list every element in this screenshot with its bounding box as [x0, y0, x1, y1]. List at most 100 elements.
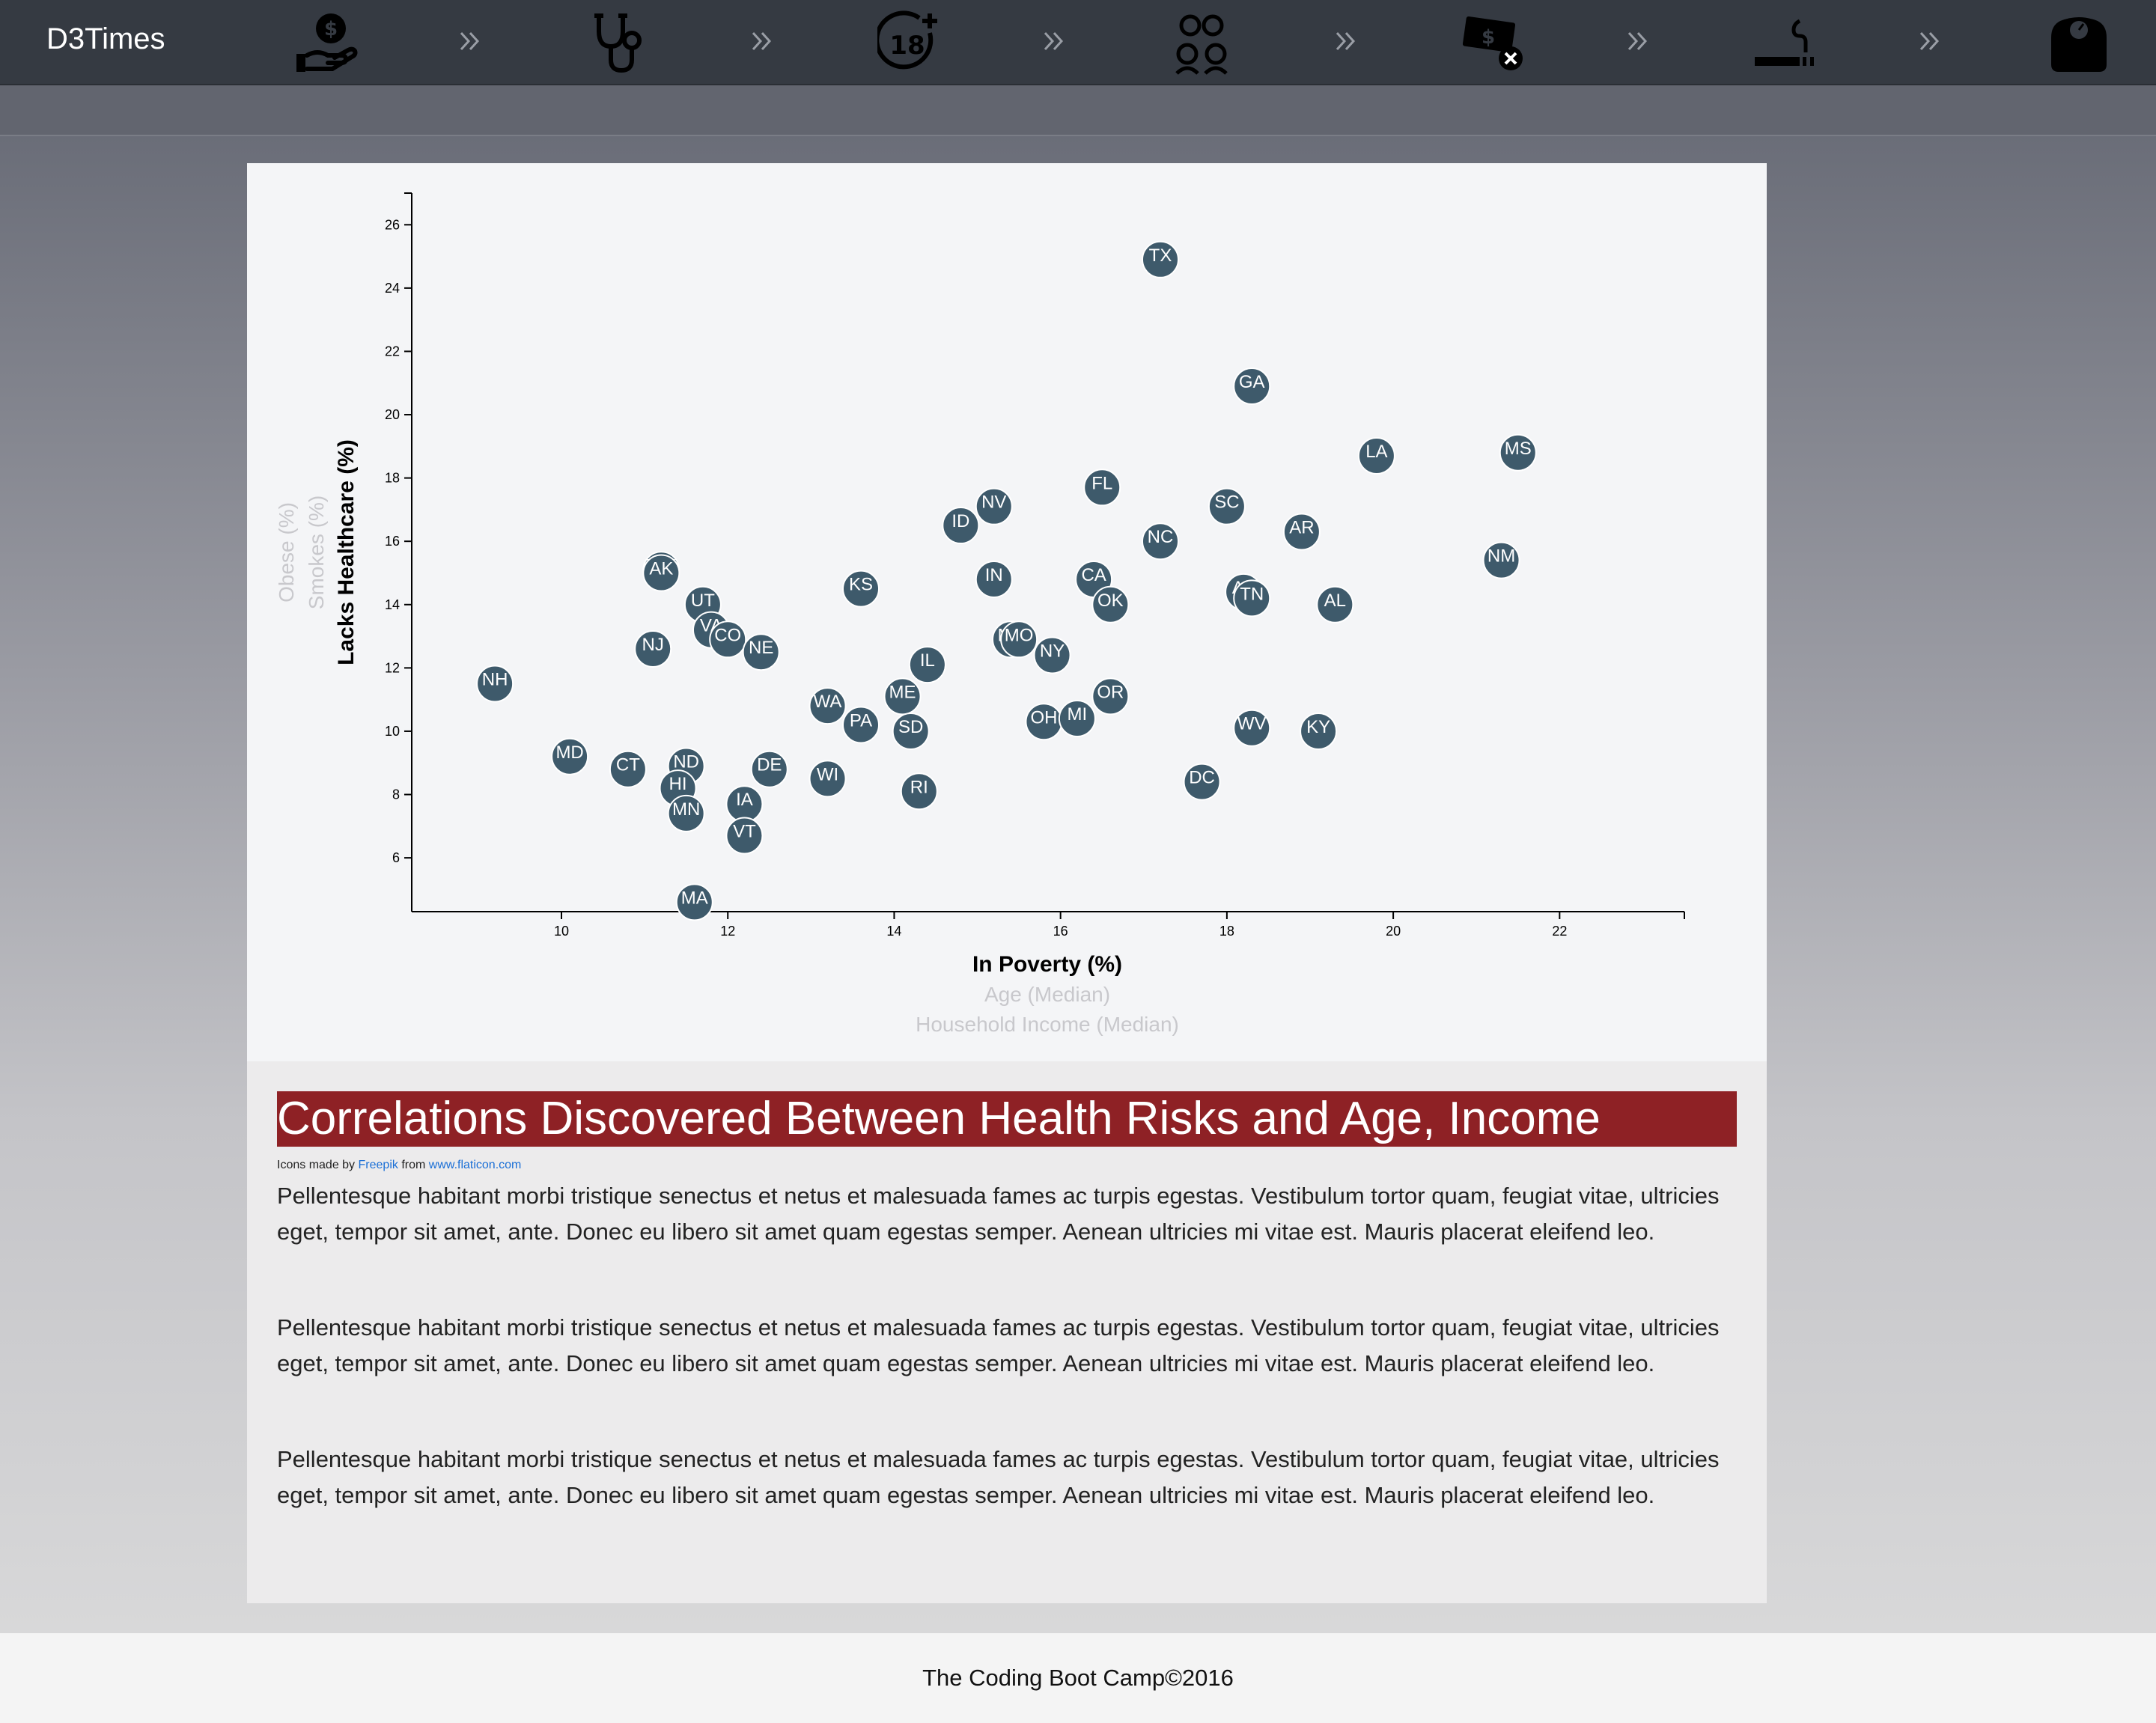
state-point-mn[interactable]: MN — [667, 794, 705, 832]
state-marker[interactable] — [675, 883, 713, 921]
state-marker[interactable] — [842, 570, 880, 608]
state-marker[interactable] — [1316, 585, 1354, 623]
state-point-ma[interactable]: MA — [675, 883, 713, 921]
state-marker[interactable] — [1000, 620, 1038, 659]
money-hand-icon[interactable]: $ — [293, 10, 358, 75]
state-marker[interactable] — [750, 750, 788, 788]
state-point-wa[interactable]: WA — [808, 687, 847, 725]
state-marker[interactable] — [1233, 579, 1271, 617]
state-marker[interactable] — [551, 737, 589, 775]
state-point-ky[interactable]: KY — [1300, 712, 1338, 750]
state-point-ks[interactable]: KS — [842, 570, 880, 608]
state-point-nm[interactable]: NM — [1482, 541, 1520, 579]
state-marker[interactable] — [1083, 469, 1121, 507]
state-marker[interactable] — [1233, 367, 1271, 405]
state-point-la[interactable]: LA — [1357, 437, 1395, 475]
state-point-ri[interactable]: RI — [900, 772, 938, 811]
brand-logo[interactable]: D3Times — [46, 22, 165, 55]
state-marker[interactable] — [725, 817, 764, 855]
state-point-ms[interactable]: MS — [1499, 433, 1537, 472]
scale-icon[interactable] — [2047, 10, 2111, 75]
x-axis-label-poverty[interactable]: In Poverty (%) — [972, 952, 1122, 977]
state-marker[interactable] — [1482, 541, 1520, 579]
state-marker[interactable] — [883, 677, 922, 716]
freepik-link[interactable]: Freepik — [358, 1159, 398, 1171]
state-marker[interactable] — [1033, 636, 1071, 674]
state-point-ga[interactable]: GA — [1233, 367, 1271, 405]
state-marker[interactable] — [642, 554, 680, 592]
state-marker[interactable] — [808, 687, 847, 725]
state-point-ne[interactable]: NE — [742, 633, 780, 671]
state-point-de[interactable]: DE — [750, 750, 788, 788]
state-point-vt[interactable]: VT — [725, 817, 764, 855]
state-marker[interactable] — [609, 750, 647, 788]
y-axis-label-smokes[interactable]: Smokes (%) — [305, 495, 328, 609]
state-point-al[interactable]: AL — [1316, 585, 1354, 623]
age-18-plus-icon[interactable]: 18 — [877, 10, 942, 75]
state-marker[interactable] — [1183, 763, 1221, 801]
state-marker[interactable] — [1357, 437, 1395, 475]
state-point-md[interactable]: MD — [551, 737, 589, 775]
state-marker[interactable] — [476, 665, 514, 703]
state-point-ok[interactable]: OK — [1091, 585, 1130, 623]
state-point-dc[interactable]: DC — [1183, 763, 1221, 801]
state-point-ar[interactable]: AR — [1282, 513, 1321, 551]
state-point-ia[interactable]: IA — [725, 785, 764, 823]
flaticon-link[interactable]: www.flaticon.com — [428, 1159, 522, 1171]
state-marker[interactable] — [1208, 487, 1246, 525]
state-marker[interactable] — [1499, 433, 1537, 472]
state-point-tn[interactable]: TN — [1233, 579, 1271, 617]
state-point-co[interactable]: CO — [709, 620, 747, 659]
state-point-pa[interactable]: PA — [842, 706, 880, 744]
state-point-wv[interactable]: WV — [1233, 709, 1271, 747]
state-marker[interactable] — [1142, 240, 1179, 278]
stethoscope-icon[interactable] — [585, 10, 650, 75]
state-marker[interactable] — [709, 620, 747, 659]
state-point-nc[interactable]: NC — [1142, 522, 1179, 561]
state-point-ak[interactable]: AK — [642, 554, 680, 592]
state-point-sd[interactable]: SD — [892, 712, 930, 750]
state-marker[interactable] — [742, 633, 780, 671]
state-marker[interactable] — [667, 794, 705, 832]
state-marker[interactable] — [900, 772, 938, 811]
state-point-nv[interactable]: NV — [975, 487, 1013, 525]
state-point-sc[interactable]: SC — [1208, 487, 1246, 525]
state-point-nh[interactable]: NH — [476, 665, 514, 703]
state-marker[interactable] — [908, 646, 946, 684]
state-point-nj[interactable]: NJ — [634, 629, 672, 668]
state-marker[interactable] — [808, 760, 847, 798]
state-marker[interactable] — [1282, 513, 1321, 551]
state-marker[interactable] — [1091, 677, 1130, 716]
state-marker[interactable] — [1300, 712, 1338, 750]
state-point-hi[interactable]: HI — [659, 769, 697, 808]
state-point-ny[interactable]: NY — [1033, 636, 1071, 674]
family-icon[interactable] — [1169, 10, 1234, 75]
state-marker[interactable] — [975, 487, 1013, 525]
no-money-icon[interactable]: $ — [1461, 10, 1526, 75]
state-marker[interactable] — [1058, 700, 1096, 738]
state-point-il[interactable]: IL — [908, 646, 946, 684]
state-point-me[interactable]: ME — [883, 677, 922, 716]
state-point-in[interactable]: IN — [975, 560, 1013, 598]
y-axis-label-healthcare[interactable]: Lacks Healthcare (%) — [334, 439, 359, 665]
y-axis-label-obese[interactable]: Obese (%) — [275, 502, 298, 603]
state-marker[interactable] — [1233, 709, 1271, 747]
state-marker[interactable] — [942, 507, 980, 545]
smoking-icon[interactable] — [1753, 10, 1818, 75]
state-point-or[interactable]: OR — [1091, 677, 1130, 716]
x-axis-label-age[interactable]: Age (Median) — [984, 983, 1110, 1006]
state-point-ct[interactable]: CT — [609, 750, 647, 788]
state-marker[interactable] — [892, 712, 930, 750]
state-point-id[interactable]: ID — [942, 507, 980, 545]
state-marker[interactable] — [1142, 522, 1179, 561]
state-marker[interactable] — [842, 706, 880, 744]
state-point-tx[interactable]: TX — [1142, 240, 1179, 278]
state-point-mi[interactable]: MI — [1058, 700, 1096, 738]
state-point-mo[interactable]: MO — [1000, 620, 1038, 659]
x-axis-label-income[interactable]: Household Income (Median) — [916, 1013, 1179, 1036]
state-point-fl[interactable]: FL — [1083, 469, 1121, 507]
state-marker[interactable] — [634, 629, 672, 668]
state-point-oh[interactable]: OH — [1025, 703, 1063, 741]
state-point-wi[interactable]: WI — [808, 760, 847, 798]
state-marker[interactable] — [975, 560, 1013, 598]
